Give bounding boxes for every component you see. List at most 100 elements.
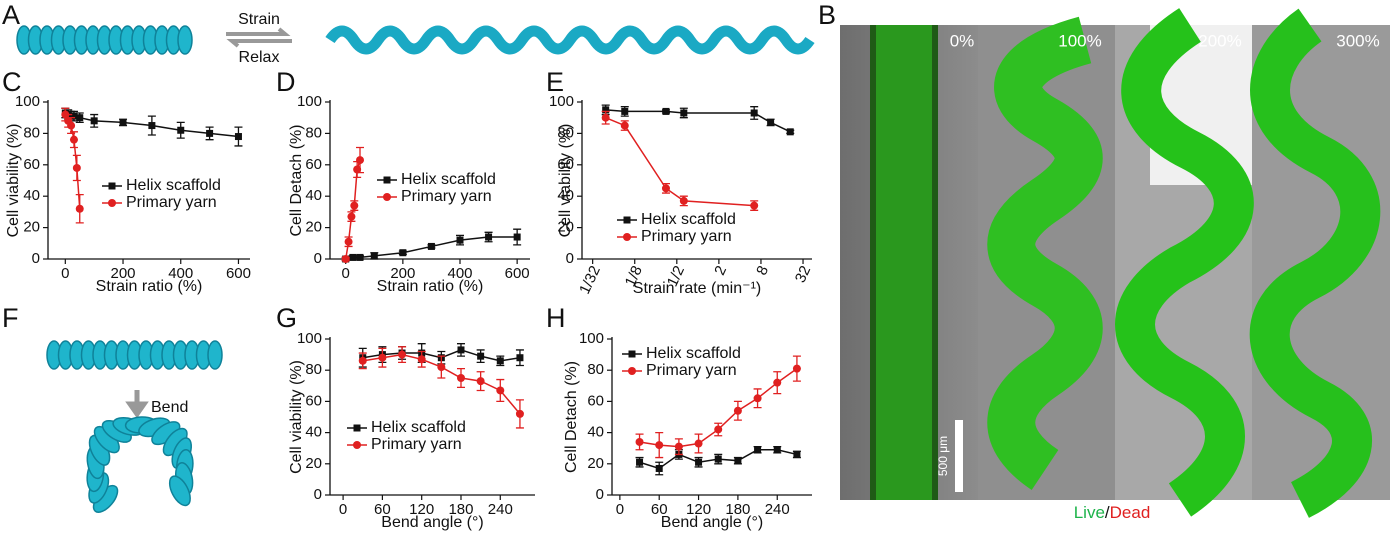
y-tick-label: 20 [23, 219, 40, 236]
marker [119, 118, 127, 126]
coil-turn [177, 25, 193, 55]
x-tick-label: 0 [342, 265, 350, 282]
panel-label: A [2, 0, 20, 30]
panel-label: G [276, 303, 297, 333]
arrow [125, 390, 149, 419]
marker [695, 458, 703, 466]
live: Live [1074, 503, 1105, 522]
marker [347, 212, 356, 221]
marker [457, 346, 465, 354]
y-axis-label: Cell viability (%) [288, 360, 305, 474]
scaffold [987, 16, 1103, 490]
y-axis-label: Cell viability (%) [5, 124, 22, 238]
marker [177, 126, 185, 134]
marker [349, 253, 357, 261]
marker [754, 446, 762, 454]
legend-marker [628, 367, 636, 375]
marker [417, 355, 426, 364]
marker [620, 121, 629, 130]
marker [714, 455, 722, 463]
marker [485, 233, 493, 241]
x-tick-label: 400 [168, 265, 193, 282]
y-tick-label: 20 [305, 455, 322, 472]
x-tick-label: 200 [390, 265, 415, 282]
marker [206, 129, 214, 137]
x-tick-label: 600 [505, 265, 530, 282]
coils [16, 25, 223, 513]
x-tick-label: 240 [488, 501, 513, 518]
marker [67, 121, 76, 130]
separator: / [1105, 503, 1110, 522]
series-line [605, 109, 791, 133]
marker [602, 106, 610, 114]
bend-text: Bend [151, 399, 188, 416]
y-tick-label: 100 [549, 93, 574, 110]
marker [674, 442, 683, 451]
marker [767, 118, 775, 126]
y-tick-label: 40 [305, 424, 322, 441]
y-tick-label: 100 [15, 93, 40, 110]
marker [234, 133, 242, 141]
marker [773, 378, 782, 387]
coil-turn [168, 475, 191, 507]
y-tick-label: 80 [305, 124, 322, 141]
x-tick-label: 0 [339, 501, 347, 518]
legend-label: Primary yarn [641, 228, 732, 245]
marker [75, 204, 84, 213]
marker [694, 439, 703, 448]
y-tick-label: 60 [587, 392, 604, 409]
y-tick-label: 80 [557, 124, 574, 141]
y-tick-label: 40 [587, 424, 604, 441]
scale-bar [955, 420, 963, 492]
marker [344, 237, 353, 246]
y-tick-label: 20 [587, 455, 604, 472]
y-tick-label: 100 [297, 93, 322, 110]
marker [661, 184, 670, 193]
legend-marker [383, 176, 391, 184]
x-axis-label: Strain ratio (%) [96, 278, 203, 295]
marker [69, 135, 78, 144]
marker [70, 112, 78, 120]
scaffold [876, 25, 932, 500]
live-dead-label: Live/Dead [1074, 503, 1151, 522]
marker [399, 249, 407, 257]
panel-label: H [546, 303, 566, 333]
legend-marker [108, 199, 116, 207]
x-tick-label: 60 [651, 501, 668, 518]
marker [456, 374, 465, 382]
panel-label: E [546, 67, 564, 97]
legend-label: Primary yarn [401, 188, 492, 205]
y-tick-label: 20 [305, 219, 322, 236]
marker [773, 446, 781, 454]
marker [353, 165, 362, 174]
x-tick-label: 8 [753, 263, 772, 278]
marker [496, 386, 505, 395]
x-axis-label: Bend angle (°) [381, 514, 483, 531]
marker [679, 196, 688, 205]
y-tick-label: 0 [314, 486, 322, 503]
panel-label: C [2, 67, 22, 97]
legend-label: Helix scaffold [641, 211, 736, 228]
x-tick-label: 200 [111, 265, 136, 282]
y-tick-label: 100 [579, 330, 604, 347]
x-tick-label: 60 [374, 501, 391, 518]
y-tick-label: 20 [557, 219, 574, 236]
x-axis-label: Strain ratio (%) [377, 278, 484, 295]
y-tick-label: 0 [32, 250, 40, 267]
marker [515, 409, 524, 418]
marker [496, 357, 504, 365]
relax-text: Relax [239, 49, 280, 66]
dead: Dead [1110, 503, 1151, 522]
marker [72, 163, 81, 172]
marker [350, 201, 359, 210]
marker [601, 113, 610, 122]
legend-marker [623, 216, 631, 224]
scaffold [1115, 8, 1254, 517]
legend-label: Helix scaffold [401, 171, 496, 188]
panel-label: F [2, 303, 19, 333]
y-axis-label: Cell Detach (%) [288, 124, 305, 236]
strain-label: 200% [1198, 31, 1241, 50]
y-tick-label: 40 [557, 187, 574, 204]
marker [734, 457, 742, 465]
